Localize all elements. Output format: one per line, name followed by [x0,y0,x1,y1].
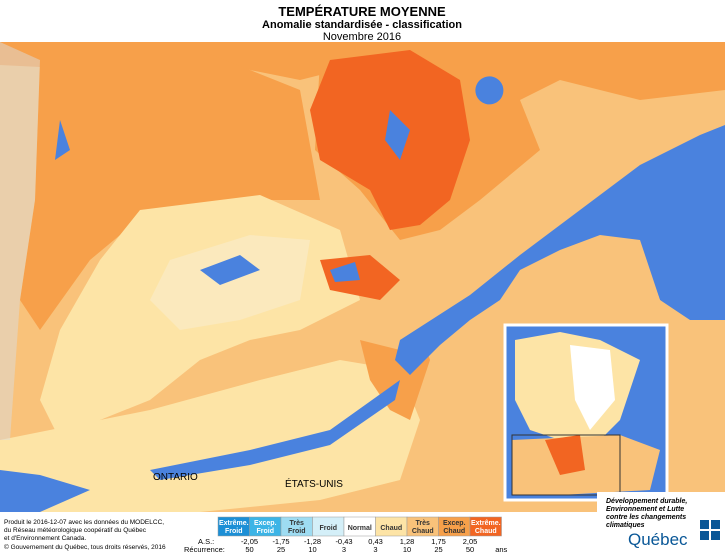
legend-label: Chaud [380,525,402,532]
legend-label: Excep. [443,520,466,527]
legend-label: Normal [348,525,372,532]
legend-label: Chaud [475,528,497,535]
inset-map [503,323,669,502]
as-value: 0,43 [368,537,383,546]
recurrence-value: 3 [342,545,346,552]
title: TEMPÉRATURE MOYENNE [278,4,446,19]
legend-label: Chaud [412,528,434,535]
recurrence-value: 50 [466,545,474,552]
legend-label: Excep. [254,520,277,527]
subtitle: Anomalie standardisée - classification [262,19,462,31]
credit-line: du Réseau météorologique coopératif du Q… [4,527,147,534]
as-value: -1,75 [272,537,289,546]
as-value: -1,28 [304,537,321,546]
credit-line: et d'Environnement Canada. [4,535,86,542]
legend-label: Très [416,520,431,527]
logo: Développement durable,Environnement et L… [606,498,720,549]
credits: Produit le 2016-12-07 avec les données d… [4,519,166,551]
legend-label: Extrême. [219,520,249,527]
legend-label: Extrême. [471,520,501,527]
as-value: 2,05 [463,537,478,546]
logo-line: climatiques [606,522,645,529]
as-value: -0,43 [335,537,352,546]
legend-label: Chaud [443,528,465,535]
map-label: ONTARIO [153,472,198,483]
recurrence-label: Récurrence: [184,545,225,552]
legend-swatch [469,516,502,537]
legend-label: Froid [225,528,243,535]
credit-line: Produit le 2016-12-07 avec les données d… [4,519,164,526]
logo-line: contre les changements [606,514,686,521]
legend-label: Très [290,520,305,527]
recurrence-value: 50 [245,545,253,552]
recurrence-value: 25 [277,545,285,552]
logo-line: Développement durable, [606,498,687,505]
as-value: -2,05 [241,537,258,546]
recurrence-value: 10 [403,545,411,552]
map [0,42,725,512]
period: Novembre 2016 [323,31,401,43]
as-label: A.S.: [198,537,214,546]
recurrence-value: 25 [434,545,442,552]
legend-label: Froid [288,528,306,535]
as-value: 1,75 [431,537,446,546]
legend-label: Froid [320,525,338,532]
recurrence-unit: ans [495,545,507,552]
legend-label: Froid [257,528,275,535]
recurrence-value: 10 [308,545,316,552]
map-label: ÉTATS-UNIS [285,477,343,490]
recurrence-value: 3 [373,545,377,552]
copyright: © Gouvernement du Québec, tous droits ré… [4,543,166,551]
logo-line: Environnement et Lutte [606,506,684,513]
as-value: 1,28 [400,537,415,546]
logo-name: Québec [628,530,688,549]
